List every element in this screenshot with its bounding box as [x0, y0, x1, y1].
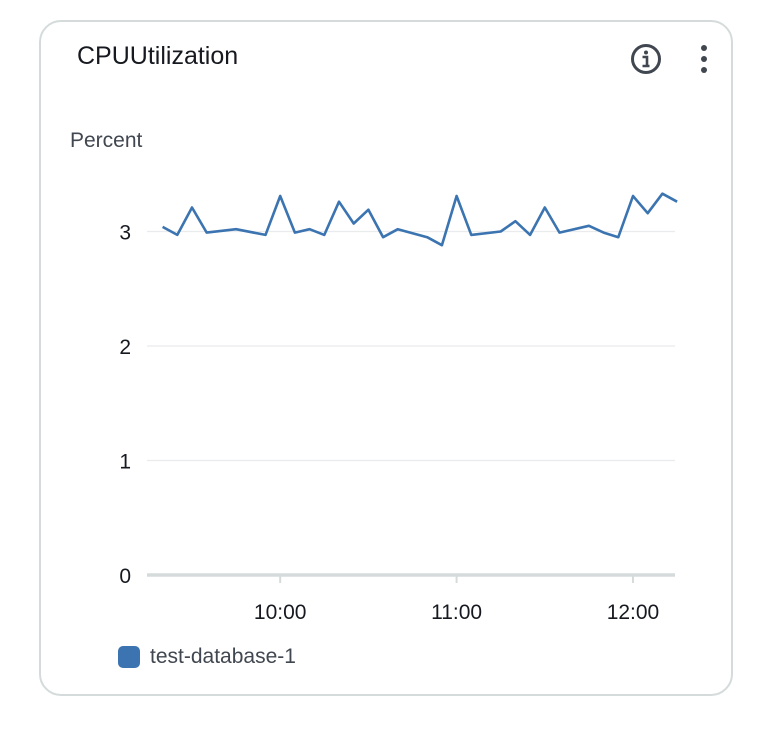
more-options-icon[interactable]	[691, 42, 717, 78]
series-line-test-database-1	[161, 192, 678, 247]
y-tick-label: 2	[119, 336, 131, 359]
y-axis-unit-label: Percent	[70, 129, 143, 152]
info-icon[interactable]	[630, 43, 662, 75]
legend-swatch	[118, 646, 140, 668]
cpu-line-chart: 0 1 2 3 10:00 11:00 12:00	[119, 192, 678, 624]
y-tick-label: 0	[119, 565, 131, 588]
widget-title: CPUUtilization	[77, 42, 239, 70]
x-tick-label: 10:00	[254, 601, 307, 624]
x-tick-label: 11:00	[431, 601, 482, 624]
x-tick-label: 12:00	[607, 601, 660, 624]
y-tick-label: 1	[119, 451, 131, 474]
legend-label: test-database-1	[150, 645, 296, 668]
cpu-utilization-widget: CPUUtilization Percent 0 1 2 3 10:00 11:00 12:…	[39, 20, 733, 696]
y-tick-label: 3	[119, 222, 131, 245]
legend[interactable]: test-database-1	[118, 645, 296, 669]
